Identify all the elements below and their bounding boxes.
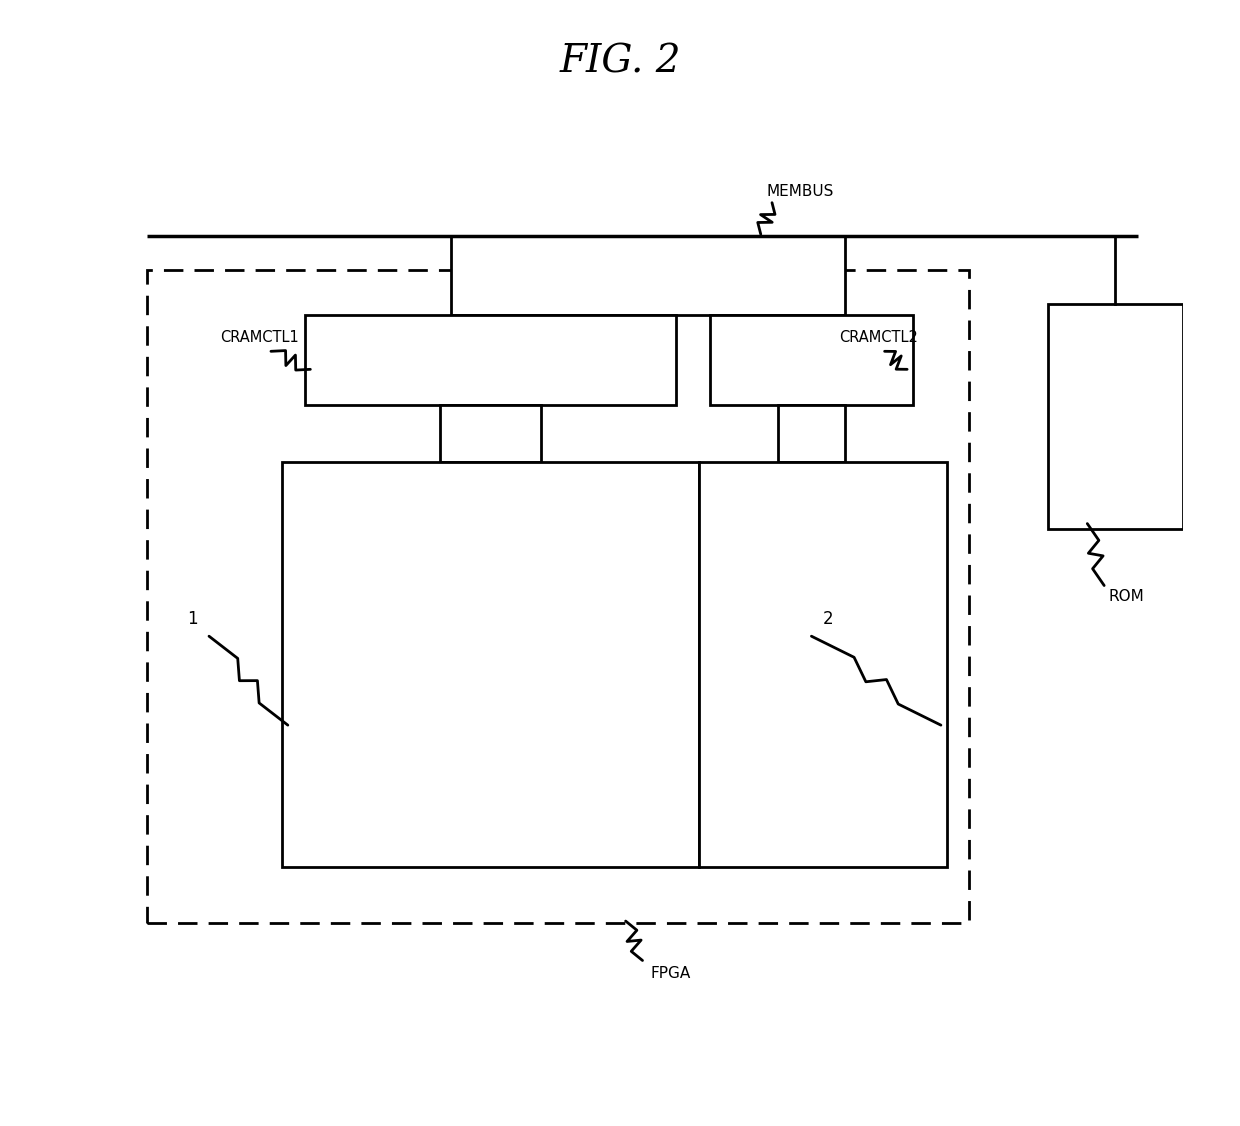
Bar (711, 315, 913, 405)
Bar (440, 405, 541, 462)
Text: 1: 1 (187, 610, 197, 628)
Text: CRAMCTL1: CRAMCTL1 (221, 330, 299, 346)
Text: MEMBUS: MEMBUS (766, 184, 833, 199)
Bar (148, 270, 970, 923)
Text: FIG. 2: FIG. 2 (559, 44, 681, 80)
Text: CRAMCTL2: CRAMCTL2 (839, 330, 919, 346)
Bar (1048, 304, 1183, 529)
Bar (777, 405, 846, 462)
Bar (699, 462, 946, 867)
Text: ROM: ROM (1109, 589, 1145, 605)
Text: 2: 2 (823, 610, 833, 628)
Bar (305, 315, 676, 405)
Bar (451, 236, 846, 315)
Text: FPGA: FPGA (651, 966, 691, 982)
Bar (283, 462, 699, 867)
